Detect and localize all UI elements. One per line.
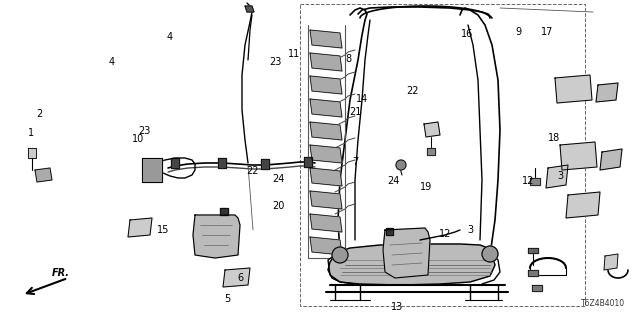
Polygon shape xyxy=(560,142,597,170)
Text: 16: 16 xyxy=(461,28,474,39)
Polygon shape xyxy=(424,122,440,137)
Polygon shape xyxy=(532,285,542,291)
Polygon shape xyxy=(555,75,592,103)
Polygon shape xyxy=(310,76,342,94)
Polygon shape xyxy=(386,228,393,235)
Text: 19: 19 xyxy=(419,182,432,192)
Polygon shape xyxy=(310,99,342,117)
Polygon shape xyxy=(310,191,342,209)
Text: 23: 23 xyxy=(269,57,282,68)
Circle shape xyxy=(396,160,406,170)
Polygon shape xyxy=(328,244,495,285)
Polygon shape xyxy=(261,159,269,169)
Circle shape xyxy=(332,247,348,263)
Bar xyxy=(300,4,585,306)
Text: 12: 12 xyxy=(438,228,451,239)
Text: 11: 11 xyxy=(288,49,301,60)
Polygon shape xyxy=(604,254,618,270)
Text: 23: 23 xyxy=(138,126,150,136)
Text: 8: 8 xyxy=(346,54,352,64)
Text: 12: 12 xyxy=(522,176,534,186)
Polygon shape xyxy=(310,237,342,255)
Polygon shape xyxy=(128,218,152,237)
Polygon shape xyxy=(245,6,254,12)
Polygon shape xyxy=(142,158,162,182)
Polygon shape xyxy=(193,215,240,258)
Text: 4: 4 xyxy=(166,32,173,42)
Text: 5: 5 xyxy=(224,294,230,304)
Polygon shape xyxy=(566,192,600,218)
Text: 2: 2 xyxy=(36,108,43,119)
Polygon shape xyxy=(35,168,52,182)
Polygon shape xyxy=(310,214,342,232)
Text: 22: 22 xyxy=(406,86,419,96)
Text: 15: 15 xyxy=(157,225,170,236)
Polygon shape xyxy=(171,158,179,168)
Text: 14: 14 xyxy=(355,94,368,104)
Polygon shape xyxy=(310,53,342,71)
Polygon shape xyxy=(223,268,250,287)
Polygon shape xyxy=(528,270,538,276)
Polygon shape xyxy=(218,158,226,168)
Polygon shape xyxy=(528,248,538,253)
Polygon shape xyxy=(310,168,342,186)
Text: FR.: FR. xyxy=(52,268,70,278)
Text: 18: 18 xyxy=(547,132,560,143)
Text: 17: 17 xyxy=(541,27,554,37)
Circle shape xyxy=(482,246,498,262)
Polygon shape xyxy=(304,157,312,167)
Text: 1: 1 xyxy=(28,128,34,138)
Polygon shape xyxy=(383,228,430,278)
Polygon shape xyxy=(28,148,36,158)
Text: 21: 21 xyxy=(349,107,362,117)
Text: 13: 13 xyxy=(390,302,403,312)
Text: 7: 7 xyxy=(352,156,358,167)
Text: 10: 10 xyxy=(131,134,144,144)
Text: 24: 24 xyxy=(272,174,285,184)
Text: 22: 22 xyxy=(246,166,259,176)
Text: 24: 24 xyxy=(387,176,400,186)
Polygon shape xyxy=(546,165,568,188)
Text: 9: 9 xyxy=(515,27,522,37)
Polygon shape xyxy=(596,83,618,102)
Polygon shape xyxy=(310,122,342,140)
Text: 20: 20 xyxy=(272,201,285,212)
Text: 4: 4 xyxy=(109,57,115,68)
Polygon shape xyxy=(600,149,622,170)
Text: T6Z4B4010: T6Z4B4010 xyxy=(581,299,625,308)
Polygon shape xyxy=(310,30,342,48)
Polygon shape xyxy=(310,145,342,163)
Text: 3: 3 xyxy=(467,225,474,236)
Polygon shape xyxy=(220,208,228,215)
Polygon shape xyxy=(530,178,540,185)
Text: 3: 3 xyxy=(557,171,563,181)
Polygon shape xyxy=(427,148,435,155)
Text: 6: 6 xyxy=(237,273,243,284)
